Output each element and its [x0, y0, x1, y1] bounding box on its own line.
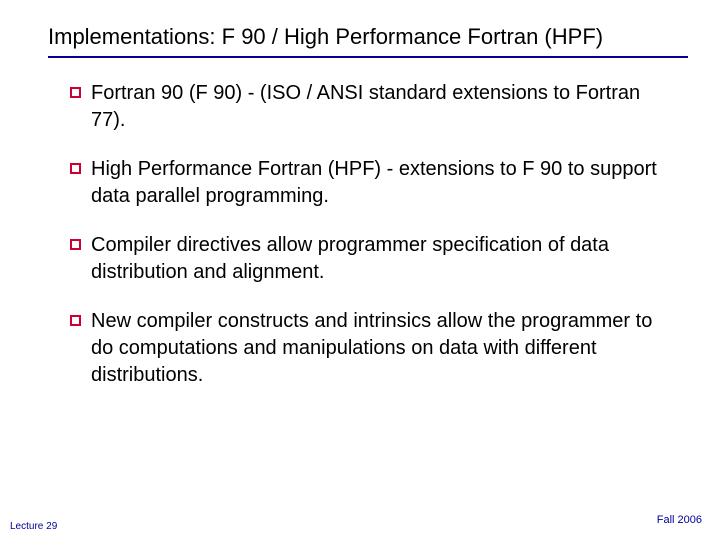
bullet-marker-icon: [70, 315, 81, 326]
bullet-text: High Performance Fortran (HPF) - extensi…: [91, 156, 660, 210]
bullet-text: Fortran 90 (F 90) - (ISO / ANSI standard…: [91, 80, 660, 134]
bullet-list: Fortran 90 (F 90) - (ISO / ANSI standard…: [70, 80, 660, 411]
footer-left: Lecture 29: [10, 521, 57, 532]
bullet-text: New compiler constructs and intrinsics a…: [91, 308, 660, 389]
list-item: High Performance Fortran (HPF) - extensi…: [70, 156, 660, 210]
footer-right: Fall 2006: [657, 514, 702, 526]
bullet-text: Compiler directives allow programmer spe…: [91, 232, 660, 286]
list-item: New compiler constructs and intrinsics a…: [70, 308, 660, 389]
bullet-marker-icon: [70, 239, 81, 250]
bullet-marker-icon: [70, 87, 81, 98]
list-item: Fortran 90 (F 90) - (ISO / ANSI standard…: [70, 80, 660, 134]
slide: Implementations: F 90 / High Performance…: [0, 0, 720, 540]
bullet-marker-icon: [70, 163, 81, 174]
list-item: Compiler directives allow programmer spe…: [70, 232, 660, 286]
slide-title: Implementations: F 90 / High Performance…: [48, 24, 688, 58]
